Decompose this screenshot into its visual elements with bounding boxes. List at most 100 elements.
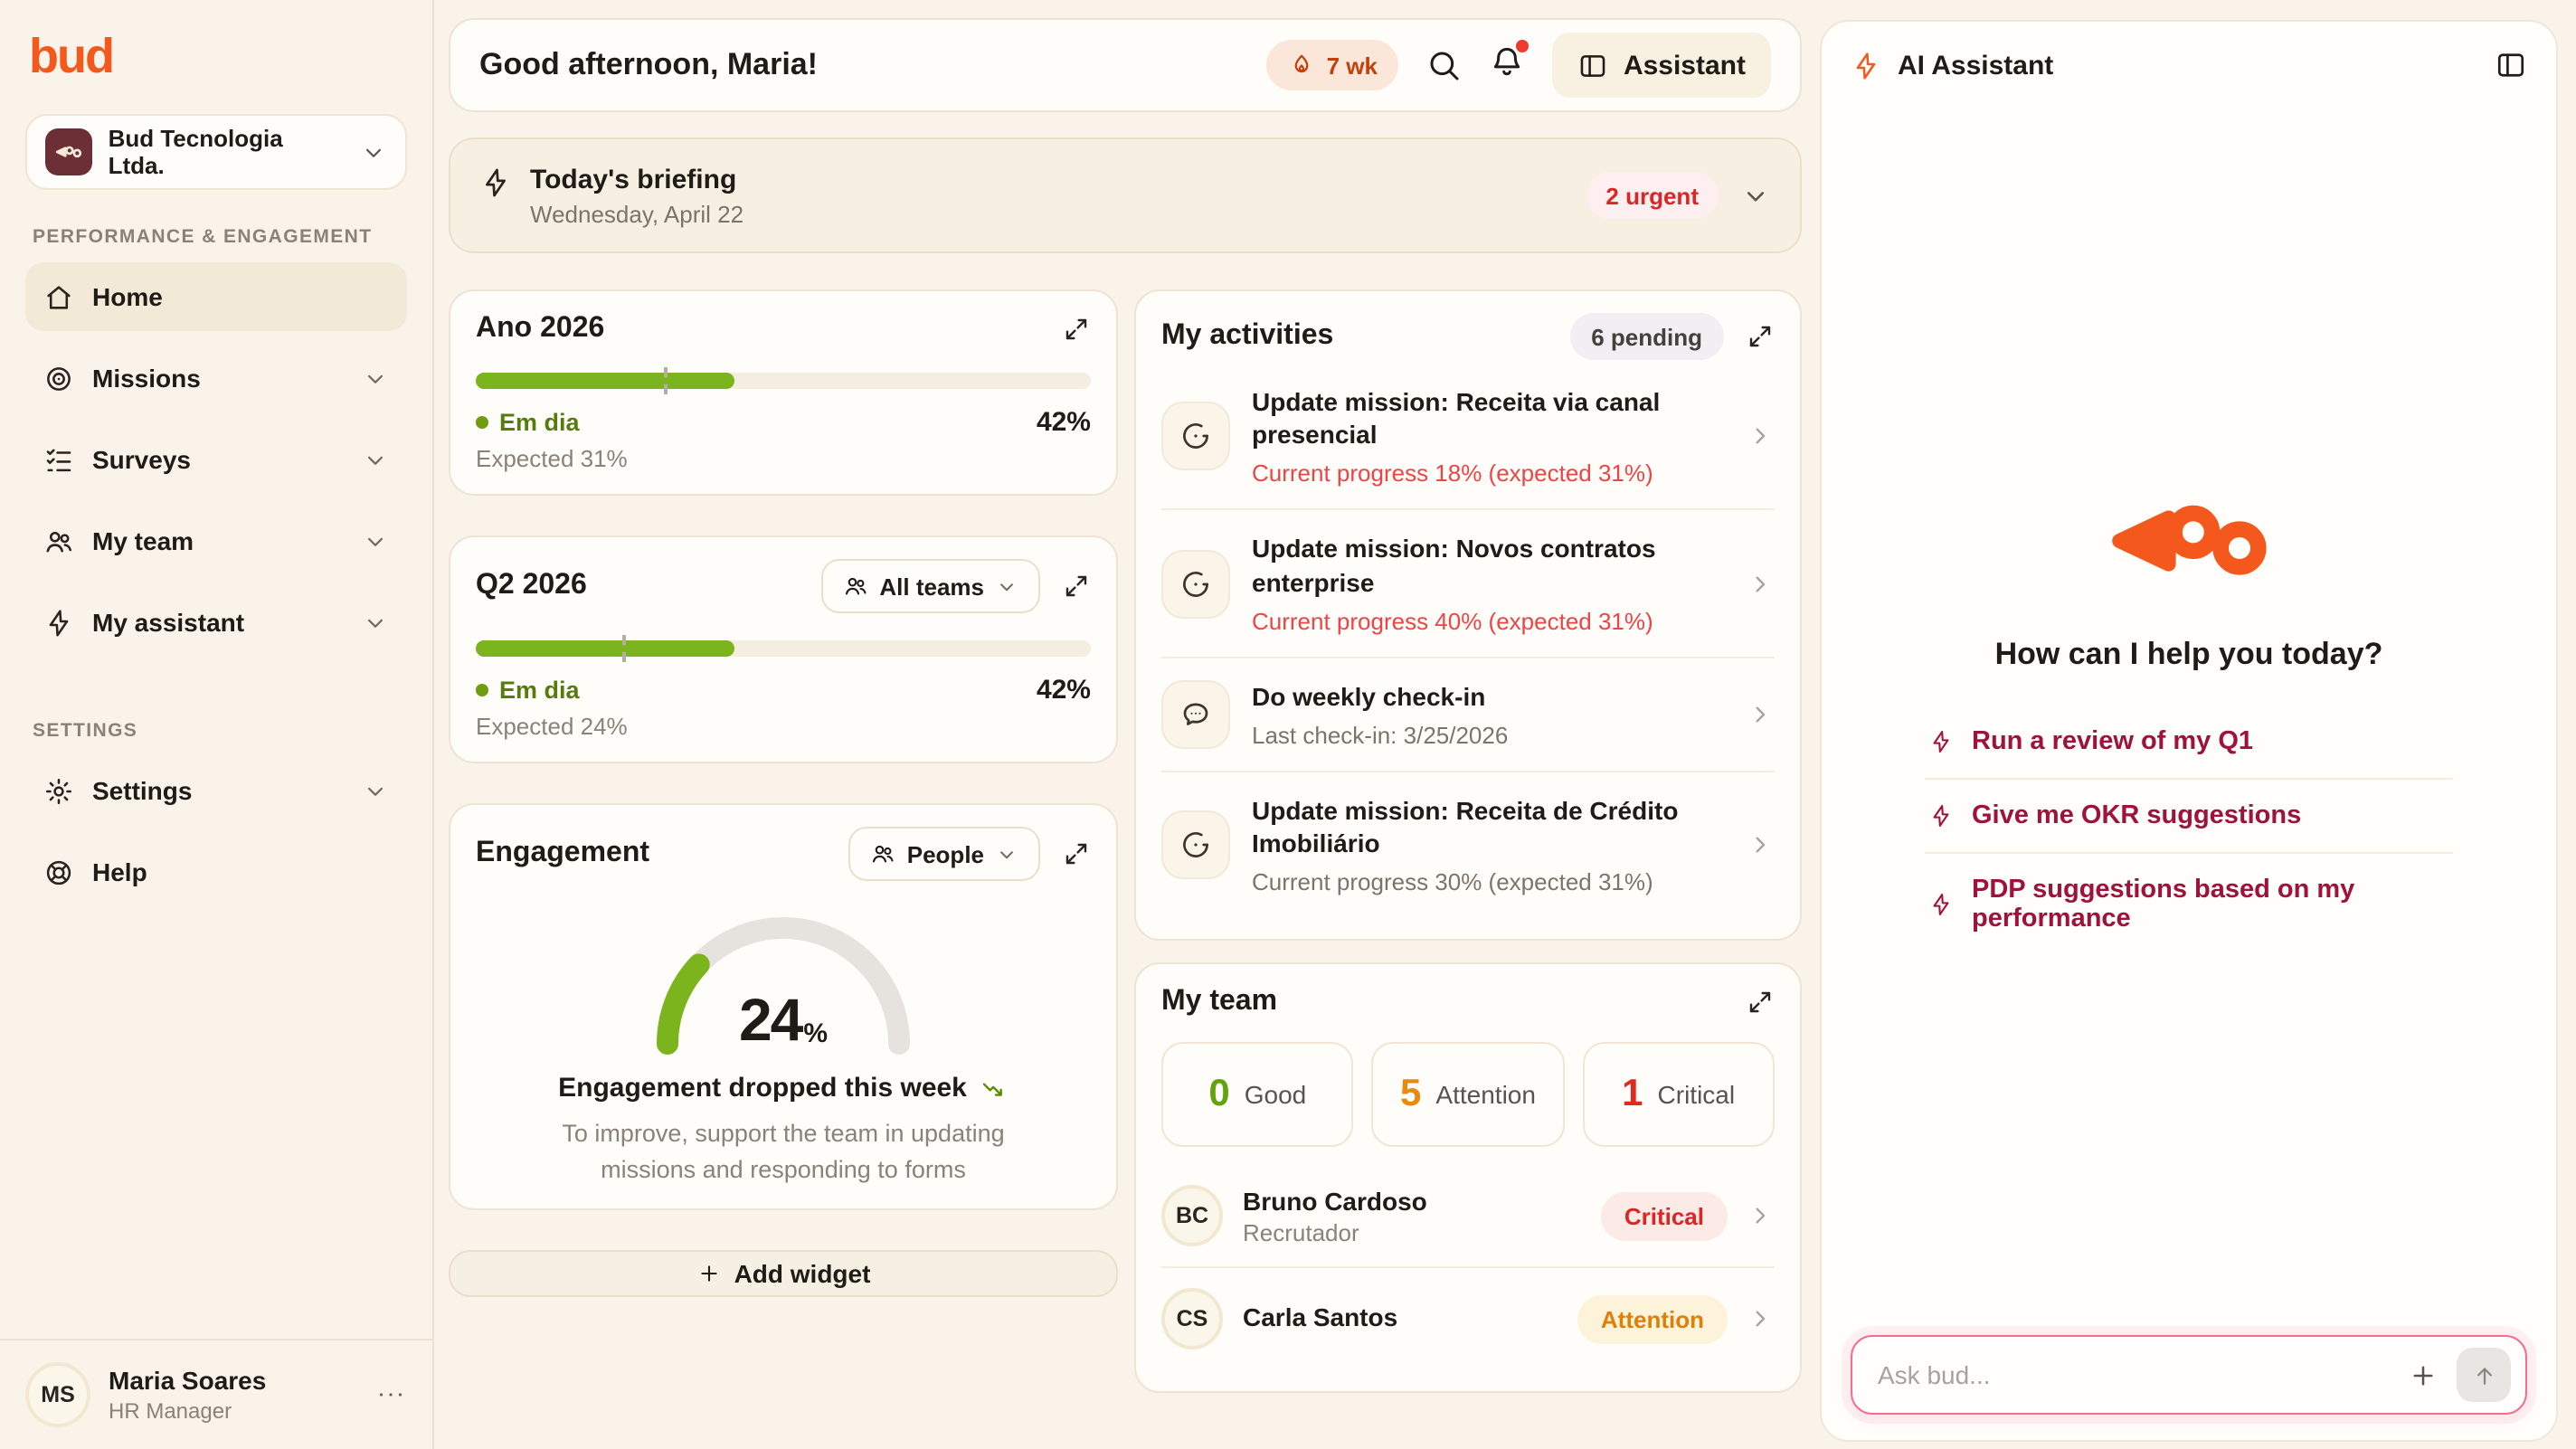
activity-row[interactable]: Update mission: Novos contratos enterpri… — [1161, 511, 1775, 658]
status-dot — [476, 684, 488, 696]
expand-icon[interactable] — [1062, 315, 1091, 344]
suggestion-label: Run a review of my Q1 — [1972, 727, 2254, 756]
activity-subtitle: Last check-in: 3/25/2026 — [1252, 721, 1509, 749]
bolt-icon — [1928, 892, 1954, 917]
progress-fill — [476, 373, 734, 389]
engagement-title: Engagement — [476, 838, 650, 868]
sidebar-item-home[interactable]: Home — [25, 262, 407, 331]
suggestion-label: PDP suggestions based on my performance — [1972, 876, 2355, 933]
engagement-value: 24 — [738, 986, 803, 1053]
sidebar-item-label: Settings — [92, 776, 193, 805]
bolt-icon — [1928, 729, 1954, 754]
expand-icon[interactable] — [1062, 839, 1091, 868]
pending-badge: 6 pending — [1569, 313, 1724, 360]
chevron-right-icon — [1746, 1202, 1775, 1231]
chevron-down-icon — [995, 842, 1018, 866]
team-member-row[interactable]: CS Carla Santos Attention — [1161, 1269, 1775, 1370]
teams-filter-label: All teams — [879, 573, 984, 600]
sidebar-item-help[interactable]: Help — [25, 838, 407, 906]
people-filter-dropdown[interactable]: People — [848, 827, 1040, 881]
checklist-icon — [43, 444, 74, 475]
goal-year-card: Ano 2026 Em dia 42% Expected 31% — [449, 289, 1118, 496]
status-label: Em dia — [476, 409, 580, 436]
ai-assistant-title: AI Assistant — [1898, 50, 2054, 80]
ask-bud-input[interactable] — [1878, 1360, 2390, 1389]
user-avatar: MS — [25, 1362, 90, 1427]
activity-subtitle: Current progress 30% (expected 31%) — [1252, 868, 1653, 896]
streak-label: 7 wk — [1326, 52, 1378, 79]
sidebar-item-my-assistant[interactable]: My assistant — [25, 588, 407, 657]
engagement-unit: % — [803, 1018, 829, 1049]
attention-label: Attention — [1435, 1080, 1536, 1110]
chat-icon — [1161, 679, 1230, 749]
member-name: Carla Santos — [1243, 1302, 1398, 1332]
team-stat-attention[interactable]: 5 Attention — [1371, 1042, 1565, 1148]
chevron-down-icon — [362, 777, 389, 804]
critical-count: 1 — [1622, 1073, 1643, 1115]
user-name: Maria Soares — [109, 1366, 267, 1396]
expand-icon[interactable] — [1746, 989, 1775, 1018]
search-icon[interactable] — [1426, 47, 1463, 83]
activity-title: Update mission: Novos contratos enterpri… — [1252, 534, 1656, 597]
chevron-right-icon — [1746, 1305, 1775, 1334]
greeting-title: Good afternoon, Maria! — [479, 47, 818, 81]
chevron-down-icon — [362, 609, 389, 636]
urgent-badge: 2 urgent — [1586, 172, 1719, 219]
activity-row[interactable]: Do weekly check-in Last check-in: 3/25/2… — [1161, 658, 1775, 772]
goal-quarter-title: Q2 2026 — [476, 570, 587, 601]
chevron-down-icon — [995, 574, 1018, 598]
sidebar-item-my-team[interactable]: My team — [25, 507, 407, 575]
gear-icon — [43, 775, 74, 806]
users-icon — [43, 526, 74, 556]
sidebar-item-surveys[interactable]: Surveys — [25, 425, 407, 494]
expand-icon[interactable] — [1746, 322, 1775, 351]
suggestion-okr[interactable]: Give me OKR suggestions — [1925, 780, 2453, 854]
plus-icon — [696, 1261, 722, 1286]
activity-row[interactable]: Update mission: Receita de Crédito Imobi… — [1161, 772, 1775, 918]
team-stat-critical[interactable]: 1 Critical — [1582, 1042, 1775, 1148]
expand-icon[interactable] — [1062, 572, 1091, 601]
todays-briefing-card[interactable]: Today's briefing Wednesday, April 22 2 u… — [449, 137, 1802, 253]
home-icon — [43, 281, 74, 312]
briefing-title: Today's briefing — [530, 164, 737, 194]
team-member-row[interactable]: BC Bruno Cardoso Recrutador Critical — [1161, 1166, 1775, 1269]
my-activities-card: My activities 6 pending Update mission: … — [1134, 289, 1802, 942]
suggestion-review-q1[interactable]: Run a review of my Q1 — [1925, 706, 2453, 780]
member-avatar: CS — [1161, 1288, 1223, 1350]
streak-badge[interactable]: 7 wk — [1266, 40, 1399, 90]
progress-value: 42% — [1036, 675, 1091, 706]
activity-title: Update mission: Receita via canal presen… — [1252, 387, 1661, 450]
assistant-toggle-button[interactable]: Assistant — [1552, 33, 1771, 98]
sidebar-item-label: Home — [92, 282, 163, 311]
engagement-card: Engagement People — [449, 803, 1118, 1211]
company-selector[interactable]: Bud Tecnologia Ltda. — [25, 114, 407, 190]
trend-down-icon — [980, 1074, 1009, 1103]
activity-row[interactable]: Update mission: Receita via canal presen… — [1161, 364, 1775, 511]
ask-bud-input-box — [1851, 1335, 2527, 1415]
sidebar-item-label: Surveys — [92, 445, 191, 474]
panel-icon — [1578, 50, 1609, 80]
chevron-down-icon[interactable] — [1740, 180, 1771, 211]
attention-count: 5 — [1400, 1073, 1422, 1115]
add-widget-label: Add widget — [734, 1259, 871, 1289]
sidebar-item-missions[interactable]: Missions — [25, 344, 407, 412]
team-stat-good[interactable]: 0 Good — [1161, 1042, 1354, 1148]
send-button[interactable] — [2457, 1348, 2511, 1402]
add-widget-button[interactable]: Add widget — [449, 1250, 1118, 1298]
notifications-button[interactable] — [1490, 39, 1530, 88]
sidebar-item-settings[interactable]: Settings — [25, 756, 407, 825]
panel-collapse-icon[interactable] — [2495, 49, 2527, 81]
chevron-down-icon — [360, 138, 387, 166]
expected-label: Expected 24% — [476, 713, 628, 740]
attach-plus-icon[interactable] — [2408, 1359, 2439, 1390]
teams-filter-dropdown[interactable]: All teams — [821, 559, 1040, 613]
chevron-right-icon — [1746, 569, 1775, 598]
my-team-title: My team — [1161, 986, 1278, 1018]
chevron-right-icon — [1746, 700, 1775, 729]
people-filter-label: People — [906, 840, 984, 867]
user-menu-ellipsis-icon[interactable] — [374, 1378, 407, 1411]
suggestion-pdp[interactable]: PDP suggestions based on my performance — [1925, 854, 2453, 955]
my-team-card: My team 0 Good 5 Attention 1 — [1134, 962, 1802, 1394]
chevron-right-icon — [1746, 421, 1775, 450]
